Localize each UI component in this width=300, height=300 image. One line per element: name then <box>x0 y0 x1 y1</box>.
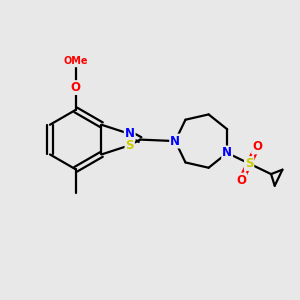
Text: O: O <box>236 174 246 187</box>
Text: OMe: OMe <box>63 56 88 66</box>
Text: O: O <box>252 140 262 153</box>
Text: S: S <box>125 139 134 152</box>
Text: N: N <box>125 128 135 140</box>
Text: N: N <box>170 135 180 148</box>
Text: N: N <box>222 146 232 159</box>
Text: O: O <box>71 81 81 94</box>
Text: S: S <box>245 157 254 170</box>
